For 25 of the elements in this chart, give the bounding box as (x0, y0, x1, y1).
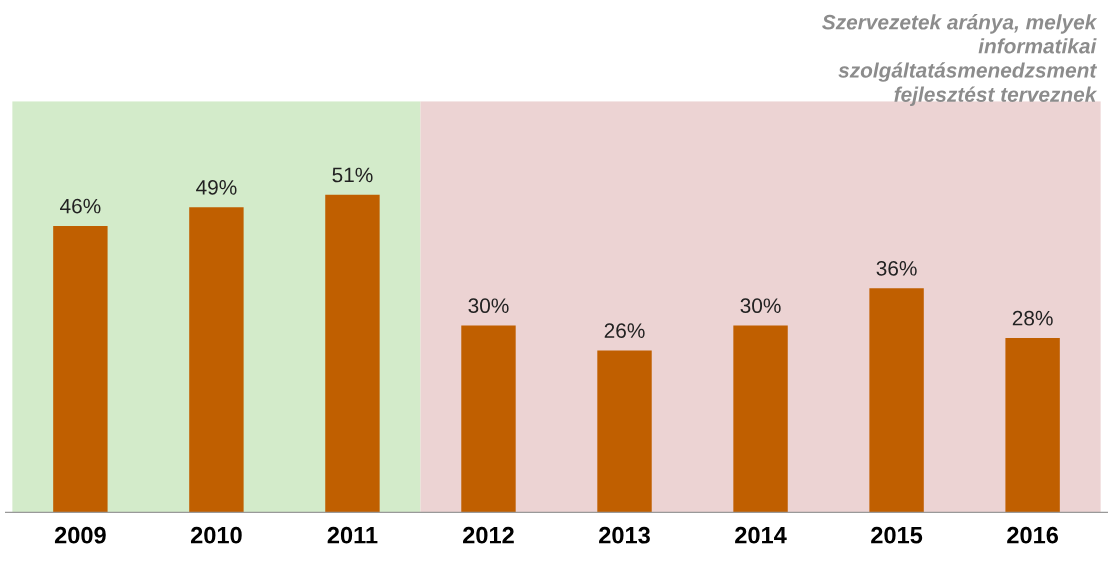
bar (1005, 337, 1060, 513)
bar (597, 350, 652, 513)
bar (461, 325, 516, 513)
data-label: 49% (196, 180, 237, 195)
bar (325, 194, 380, 513)
data-label: 30% (468, 298, 509, 314)
data-label: 28% (1012, 310, 1053, 326)
x-tick-label: 2012 (463, 526, 514, 544)
chart-title: Szervezetek aránya, melyek informatikai szolgáltatásmenedzsment fejlesztést terveznek (822, 14, 1098, 106)
data-label: 30% (740, 298, 781, 314)
data-label: 46% (60, 198, 101, 214)
bar (733, 325, 788, 513)
x-tick-label: 2009 (54, 526, 106, 544)
data-label: 26% (604, 323, 645, 338)
bar (869, 288, 924, 513)
x-tick-label: 2014 (735, 526, 787, 544)
x-tick-label: 2010 (190, 526, 242, 544)
x-tick-label: 2015 (871, 526, 923, 544)
x-tick-label: 2013 (599, 526, 650, 544)
data-label: 36% (876, 260, 917, 276)
x-tick-label: 2016 (1007, 526, 1059, 544)
bar (53, 225, 108, 513)
x-tick-label: 2011 (327, 526, 378, 544)
bar (189, 207, 244, 513)
data-label: 51% (332, 167, 373, 183)
